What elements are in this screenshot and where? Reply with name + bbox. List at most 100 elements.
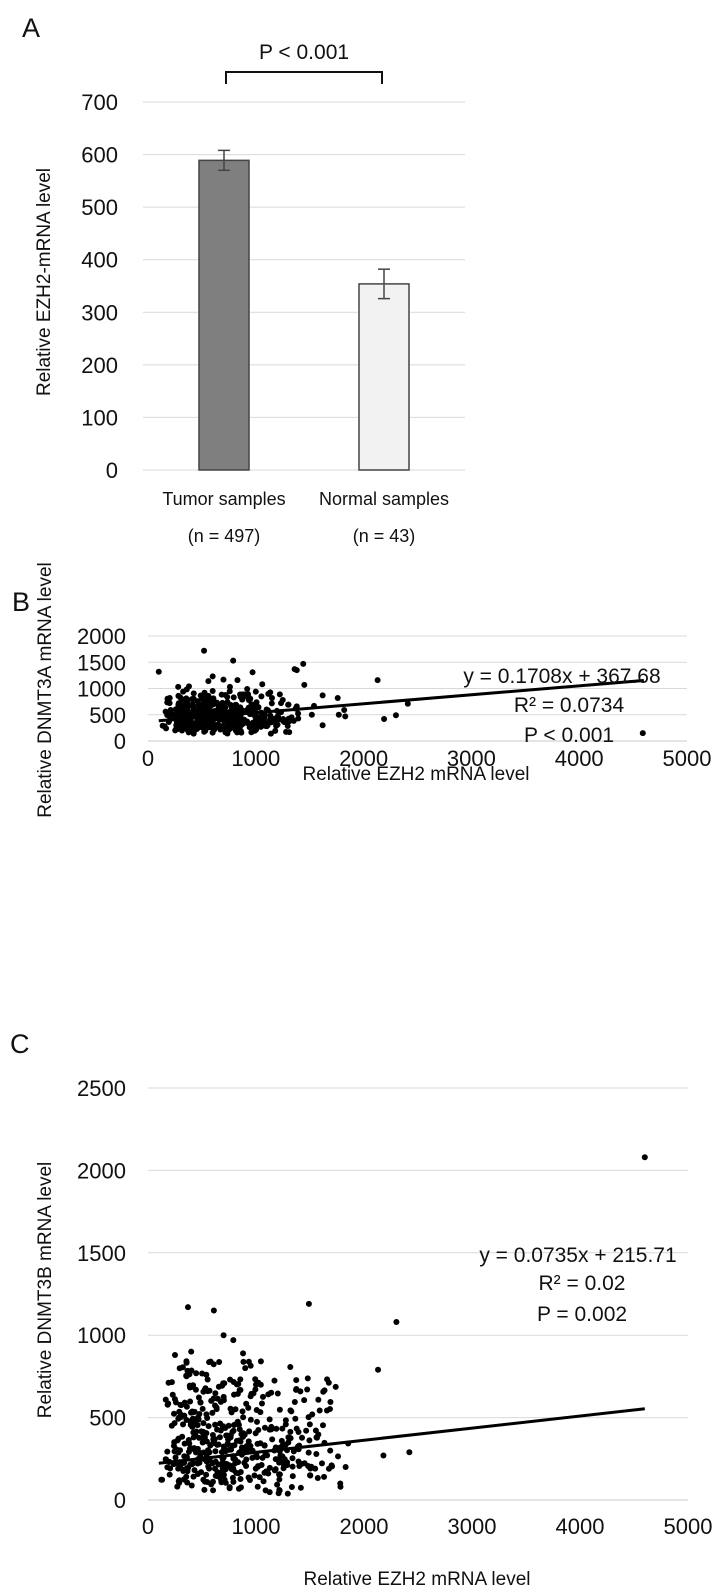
panel-b-data-point (268, 700, 275, 707)
panel-c-data-point (183, 1473, 190, 1480)
panel-b-data-point (194, 709, 201, 716)
panel-c-data-point (297, 1484, 304, 1491)
panel-c-data-point (327, 1447, 334, 1454)
panel-c-data-point (307, 1472, 313, 1479)
panel-b-data-point (285, 701, 292, 708)
panel-c-data-point (199, 1405, 206, 1412)
panel-c-data-point (184, 1304, 191, 1311)
panel-b-data-point (295, 715, 302, 722)
panel-a-y-tick-label: 200 (81, 353, 118, 378)
panel-b-data-point (239, 721, 246, 728)
panel-c-data-point (170, 1442, 177, 1449)
panel-a-significance-bracket (225, 71, 383, 84)
panel-b-data-point (248, 701, 255, 708)
panel-c-data-point (237, 1438, 244, 1445)
panel-b-data-point (205, 678, 212, 685)
panel-c-data-point (305, 1463, 312, 1470)
panel-c-data-point (193, 1370, 200, 1377)
panel-c-data-point (190, 1429, 197, 1436)
panel-c-data-point (266, 1416, 273, 1423)
panel-c-data-point (216, 1434, 223, 1441)
panel-b-data-point (224, 693, 231, 700)
panel-c-data-point (304, 1386, 311, 1393)
panel-b-data-point (201, 728, 208, 735)
panel-c-data-point (297, 1388, 304, 1395)
panel-c-data-point (177, 1447, 184, 1454)
panel-b-data-point (284, 723, 291, 730)
panel-c-data-point (208, 1397, 215, 1404)
panel-b-data-point (226, 688, 233, 695)
panel-c-x-tick-label: 4000 (556, 1514, 605, 1539)
panel-b-data-point (245, 691, 252, 698)
panel-c-data-point (183, 1373, 190, 1380)
panel-c-data-point (212, 1472, 219, 1479)
panel-c-data-point (274, 1390, 281, 1397)
panel-c-data-point (319, 1422, 326, 1429)
panel-c-data-point (189, 1461, 196, 1468)
panel-b-data-point (190, 730, 197, 737)
panel-c-data-point (313, 1434, 320, 1441)
panel-c-data-point (213, 1406, 220, 1413)
panel-c-gridlines (148, 1087, 688, 1501)
panel-c-data-point (230, 1455, 237, 1462)
panel-b-data-point (227, 724, 234, 731)
panel-c-data-point (290, 1448, 297, 1455)
panel-c-x-tick-label: 3000 (448, 1514, 497, 1539)
panel-b-x-tick-label: 4000 (555, 746, 604, 771)
panel-a-error-bar (378, 268, 390, 300)
panel-c-data-point (243, 1400, 250, 1407)
panel-c-data-point (167, 1465, 174, 1472)
panel-b-data-point (342, 713, 349, 720)
panel-c-data-point (201, 1486, 208, 1493)
panel-b-data-point (177, 694, 184, 701)
panel-b-data-point (249, 669, 256, 676)
panel-c-data-point (174, 1483, 181, 1490)
panel-c-data-point (279, 1425, 286, 1432)
panel-c-data-point (253, 1381, 259, 1388)
panel-c-data-point (188, 1384, 195, 1391)
panel-b-data-point (300, 660, 307, 667)
panel-c-x-tick-label: 1000 (232, 1514, 281, 1539)
panel-c-data-point (233, 1381, 240, 1388)
panel-a-y-tick-label: 500 (81, 195, 118, 220)
panel-a-y-tick-label: 400 (81, 248, 118, 273)
panel-b-data-point (172, 727, 179, 734)
panel-c-data-point (264, 1452, 271, 1459)
panel-c-data-point (245, 1358, 252, 1365)
panel-c-data-point (220, 1471, 227, 1478)
panel-c-data-point (190, 1473, 197, 1480)
panel-c-data-point (216, 1358, 223, 1365)
panel-c-data-point (175, 1478, 182, 1485)
panel-c-data-point (178, 1402, 185, 1409)
panel-c-data-point (254, 1483, 261, 1490)
panel-c-data-point (237, 1376, 244, 1383)
panel-c-data-point (217, 1476, 224, 1483)
panel-c-data-point (166, 1471, 173, 1478)
panel-a-gridlines (143, 101, 465, 471)
panel-b-data-point (259, 715, 266, 722)
panel-c-data-point (375, 1366, 382, 1373)
panel-c-data-point (214, 1395, 221, 1402)
panel-c-data-point (245, 1438, 252, 1445)
panel-c-data-point (176, 1365, 183, 1372)
panel-b-data-point (238, 716, 245, 723)
panel-b-data-point (167, 706, 174, 713)
panel-c-data-point (212, 1390, 219, 1397)
panel-c-data-point (171, 1410, 178, 1417)
panel-c-data-point (236, 1426, 243, 1433)
panel-c-data-point (299, 1434, 306, 1441)
panel-b-data-point (228, 704, 235, 711)
panel-b-data-point (188, 720, 195, 727)
panel-a-sample-size-label: (n = 497) (188, 526, 261, 546)
panel-c-data-point (191, 1445, 198, 1452)
panel-b-data-point (272, 727, 279, 734)
panel-c-data-point (276, 1459, 283, 1466)
panel-c-data-point (239, 1408, 246, 1415)
panel-c-data-point (235, 1485, 242, 1492)
panel-b-x-tick-label: 2000 (339, 746, 388, 771)
panel-c-data-point (230, 1427, 237, 1434)
panel-b-r-squared: R² = 0.0734 (514, 694, 625, 717)
panel-b-data-point (199, 695, 206, 702)
panel-c-r-squared: R² = 0.02 (539, 1272, 626, 1295)
